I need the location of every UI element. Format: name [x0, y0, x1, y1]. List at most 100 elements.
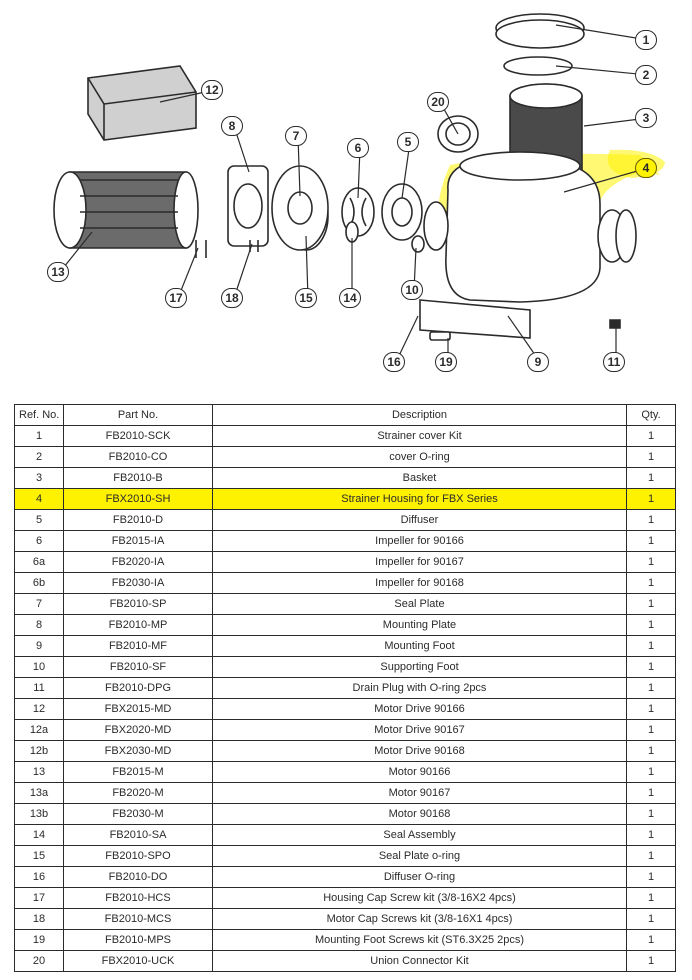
- table-row: 6aFB2020-IAImpeller for 901671: [15, 552, 676, 573]
- callout-10: 10: [401, 280, 423, 300]
- callout-20: 20: [427, 92, 449, 112]
- col-header-part: Part No.: [64, 405, 213, 426]
- cell-desc: Motor Drive 90167: [213, 720, 627, 741]
- cell-desc: Impeller for 90167: [213, 552, 627, 573]
- table-row: 3FB2010-BBasket1: [15, 468, 676, 489]
- cell-part: FB2010-B: [64, 468, 213, 489]
- cell-desc: Motor 90166: [213, 762, 627, 783]
- table-row: 4FBX2010-SHStrainer Housing for FBX Seri…: [15, 489, 676, 510]
- cell-part: FB2020-IA: [64, 552, 213, 573]
- cell-desc: Basket: [213, 468, 627, 489]
- cell-ref: 2: [15, 447, 64, 468]
- cell-ref: 4: [15, 489, 64, 510]
- cell-qty: 1: [627, 804, 676, 825]
- cell-ref: 13b: [15, 804, 64, 825]
- cell-part: FBX2010-SH: [64, 489, 213, 510]
- table-row: 20FBX2010-UCKUnion Connector Kit1: [15, 951, 676, 972]
- cell-qty: 1: [627, 552, 676, 573]
- cell-ref: 6: [15, 531, 64, 552]
- cell-qty: 1: [627, 783, 676, 804]
- table-row: 8FB2010-MPMounting Plate1: [15, 615, 676, 636]
- cell-ref: 13: [15, 762, 64, 783]
- callout-14: 14: [339, 288, 361, 308]
- cell-ref: 5: [15, 510, 64, 531]
- cell-ref: 16: [15, 867, 64, 888]
- table-row: 19FB2010-MPSMounting Foot Screws kit (ST…: [15, 930, 676, 951]
- cell-desc: Mounting Foot Screws kit (ST6.3X25 2pcs): [213, 930, 627, 951]
- cell-ref: 14: [15, 825, 64, 846]
- cell-part: FB2015-M: [64, 762, 213, 783]
- cell-part: FBX2020-MD: [64, 720, 213, 741]
- cell-desc: Drain Plug with O-ring 2pcs: [213, 678, 627, 699]
- cell-qty: 1: [627, 720, 676, 741]
- table-row: 2FB2010-COcover O-ring1: [15, 447, 676, 468]
- cell-desc: Strainer cover Kit: [213, 426, 627, 447]
- callout-11: 11: [603, 352, 625, 372]
- cell-part: FB2015-IA: [64, 531, 213, 552]
- table-row: 12bFBX2030-MDMotor Drive 901681: [15, 741, 676, 762]
- table-row: 5FB2010-DDiffuser1: [15, 510, 676, 531]
- cell-desc: Seal Plate o-ring: [213, 846, 627, 867]
- cell-part: FBX2030-MD: [64, 741, 213, 762]
- cell-desc: Motor Drive 90168: [213, 741, 627, 762]
- cell-qty: 1: [627, 636, 676, 657]
- cell-ref: 10: [15, 657, 64, 678]
- cell-desc: Motor Drive 90166: [213, 699, 627, 720]
- table-header-row: Ref. No. Part No. Description Qty.: [15, 405, 676, 426]
- cell-ref: 6b: [15, 573, 64, 594]
- cell-ref: 12b: [15, 741, 64, 762]
- cell-part: FB2010-MP: [64, 615, 213, 636]
- cell-ref: 13a: [15, 783, 64, 804]
- cell-part: FB2030-M: [64, 804, 213, 825]
- cell-ref: 3: [15, 468, 64, 489]
- cell-desc: Impeller for 90166: [213, 531, 627, 552]
- table-row: 13FB2015-MMotor 901661: [15, 762, 676, 783]
- table-row: 18FB2010-MCSMotor Cap Screws kit (3/8-16…: [15, 909, 676, 930]
- col-header-ref: Ref. No.: [15, 405, 64, 426]
- cell-qty: 1: [627, 909, 676, 930]
- cell-qty: 1: [627, 531, 676, 552]
- cell-qty: 1: [627, 657, 676, 678]
- parts-table: Ref. No. Part No. Description Qty. 1 FB20…: [14, 404, 676, 972]
- cell-part: FB2010-SP: [64, 594, 213, 615]
- cell-desc: Supporting Foot: [213, 657, 627, 678]
- callout-5: 5: [397, 132, 419, 152]
- cell-qty: 1: [627, 741, 676, 762]
- cell-ref: 6a: [15, 552, 64, 573]
- cell-ref: 12a: [15, 720, 64, 741]
- cell-desc: Mounting Foot: [213, 636, 627, 657]
- callout-12: 12: [201, 80, 223, 100]
- table-row: 12FBX2015-MDMotor Drive 901661: [15, 699, 676, 720]
- table-row: 11FB2010-DPGDrain Plug with O-ring 2pcs1: [15, 678, 676, 699]
- callout-17: 17: [165, 288, 187, 308]
- callout-9: 9: [527, 352, 549, 372]
- cell-ref: 18: [15, 909, 64, 930]
- cell-part: FB2020-M: [64, 783, 213, 804]
- cell-qty: 1: [627, 615, 676, 636]
- cell-qty: 1: [627, 951, 676, 972]
- cell-qty: 1: [627, 846, 676, 867]
- col-header-desc: Description: [213, 405, 627, 426]
- cell-part: FB2010-SF: [64, 657, 213, 678]
- cell-desc: Union Connector Kit: [213, 951, 627, 972]
- cell-part: FB2030-IA: [64, 573, 213, 594]
- cell-desc: cover O-ring: [213, 447, 627, 468]
- table-row: 6bFB2030-IAImpeller for 901681: [15, 573, 676, 594]
- table-row: 12aFBX2020-MDMotor Drive 901671: [15, 720, 676, 741]
- callout-15: 15: [295, 288, 317, 308]
- cell-part: FB2010-MF: [64, 636, 213, 657]
- callout-4: 4: [635, 158, 657, 178]
- cell-qty: 1: [627, 762, 676, 783]
- cell-desc: Motor Cap Screws kit (3/8-16X1 4pcs): [213, 909, 627, 930]
- cell-ref: 9: [15, 636, 64, 657]
- table-row: 14FB2010-SASeal Assembly1: [15, 825, 676, 846]
- cell-qty: 1: [627, 594, 676, 615]
- callout-16: 16: [383, 352, 405, 372]
- cell-qty: 1: [627, 447, 676, 468]
- cell-desc: Diffuser: [213, 510, 627, 531]
- cell-desc: Impeller for 90168: [213, 573, 627, 594]
- cell-desc: Seal Assembly: [213, 825, 627, 846]
- callout-3: 3: [635, 108, 657, 128]
- cell-part: FBX2010-UCK: [64, 951, 213, 972]
- cell-qty: 1: [627, 867, 676, 888]
